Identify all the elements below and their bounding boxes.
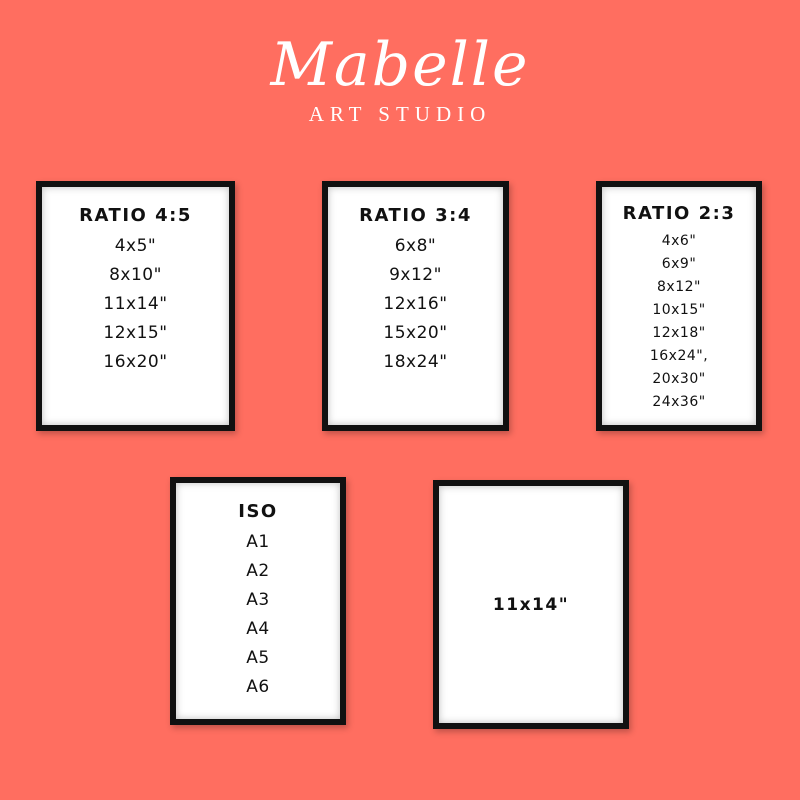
- size-item: 12x16": [383, 294, 448, 314]
- frame-ratio-4-5: RATIO 4:5 4x5" 8x10" 11x14" 12x15" 16x20": [36, 181, 235, 431]
- size-item: 24x36": [652, 394, 706, 410]
- frame-title: RATIO 4:5: [79, 205, 192, 226]
- size-item: A2: [246, 561, 270, 581]
- size-item: A3: [246, 590, 270, 610]
- size-item: 20x30": [652, 371, 706, 387]
- brand-tagline: ART STUDIO: [308, 102, 492, 126]
- size-item: 12x15": [103, 323, 168, 343]
- size-item: 16x24",: [649, 348, 709, 364]
- frame-ratio-2-3: RATIO 2:3 4x6" 6x9" 8x12" 10x15" 12x18" 16x24"…: [596, 181, 762, 431]
- size-item: 6x9": [661, 256, 697, 272]
- size-item: 9x12": [389, 265, 442, 285]
- frame-title: ISO: [238, 501, 278, 522]
- size-item: A1: [246, 532, 270, 552]
- brand-logo: Mabelle ART STUDIO: [0, 30, 800, 127]
- size-item: 4x5": [114, 236, 157, 256]
- size-item: 12x18": [652, 325, 706, 341]
- size-item: 8x12": [657, 279, 701, 295]
- frame-title: RATIO 2:3: [622, 203, 736, 224]
- size-item: 16x20": [103, 352, 168, 372]
- size-item: 8x10": [109, 265, 162, 285]
- frame-11x14: 11x14": [433, 480, 629, 729]
- size-item: 10x15": [652, 302, 706, 318]
- size-item: 18x24": [383, 352, 448, 372]
- size-item: A6: [246, 677, 270, 697]
- brand-name: Mabelle: [270, 30, 530, 100]
- size-item: 6x8": [394, 236, 437, 256]
- frame-title: RATIO 3:4: [359, 205, 472, 226]
- frame-iso: ISO A1 A2 A3 A4 A5 A6: [170, 477, 346, 725]
- size-item: 11x14": [103, 294, 168, 314]
- frame-title: 11x14": [492, 594, 570, 615]
- size-item: A4: [246, 619, 270, 639]
- size-item: 15x20": [383, 323, 448, 343]
- size-item: 4x6": [661, 233, 697, 249]
- frame-ratio-3-4: RATIO 3:4 6x8" 9x12" 12x16" 15x20" 18x24": [322, 181, 509, 431]
- size-item: A5: [246, 648, 270, 668]
